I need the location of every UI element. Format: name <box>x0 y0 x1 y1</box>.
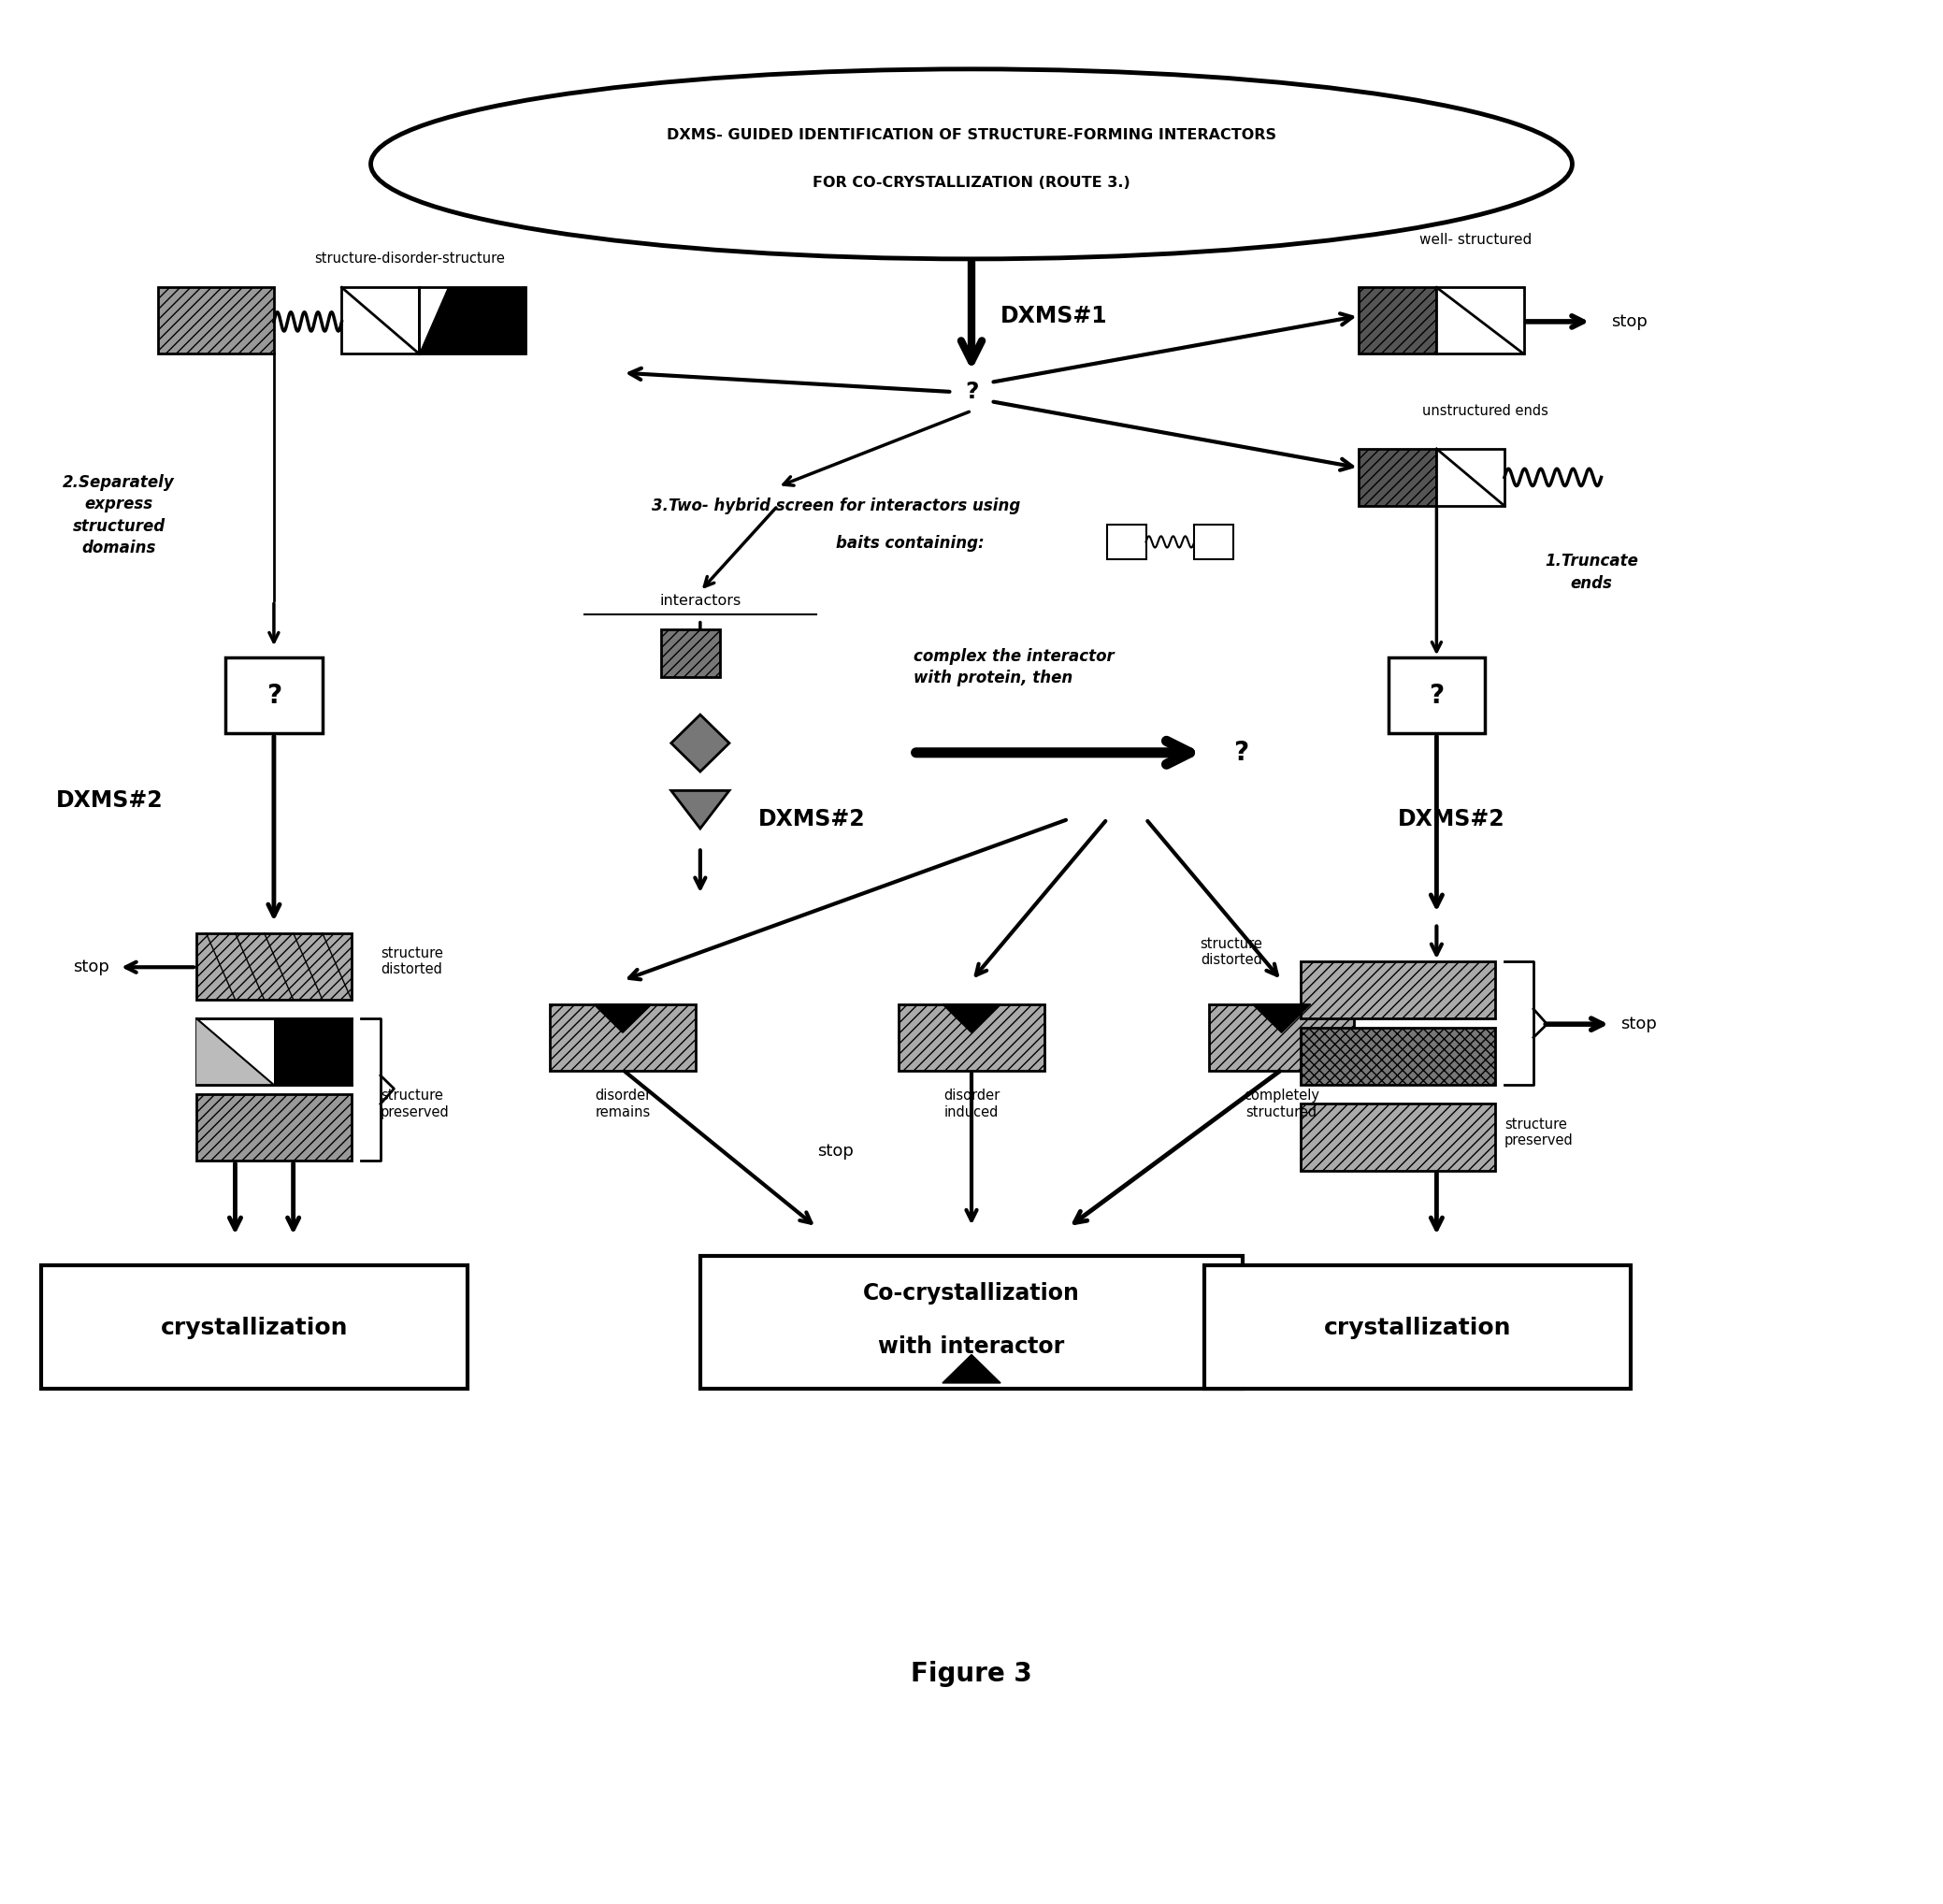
FancyBboxPatch shape <box>1358 449 1436 506</box>
FancyBboxPatch shape <box>1387 657 1484 733</box>
Text: structure
distorted: structure distorted <box>1199 937 1263 967</box>
Text: stop: stop <box>1620 1015 1657 1032</box>
Text: stop: stop <box>72 960 109 975</box>
Text: structure-disorder-structure: structure-disorder-structure <box>315 251 505 267</box>
Text: unstructured ends: unstructured ends <box>1422 404 1549 417</box>
FancyBboxPatch shape <box>900 1003 1043 1070</box>
FancyBboxPatch shape <box>1302 1028 1494 1085</box>
FancyBboxPatch shape <box>550 1003 696 1070</box>
Text: DXMS#2: DXMS#2 <box>56 788 163 811</box>
Polygon shape <box>670 714 729 771</box>
Text: DXMS#1: DXMS#1 <box>1001 305 1108 327</box>
Text: structure
preserved: structure preserved <box>1504 1118 1574 1148</box>
Text: DXMS#2: DXMS#2 <box>758 807 865 830</box>
Text: 3.Two- hybrid screen for interactors using: 3.Two- hybrid screen for interactors usi… <box>651 497 1020 514</box>
Text: ?: ? <box>966 381 977 404</box>
Polygon shape <box>420 288 527 354</box>
Polygon shape <box>1253 1003 1312 1032</box>
FancyBboxPatch shape <box>1205 1266 1630 1388</box>
FancyBboxPatch shape <box>225 657 323 733</box>
Polygon shape <box>595 1003 651 1032</box>
FancyBboxPatch shape <box>196 1019 352 1085</box>
Text: DXMS#2: DXMS#2 <box>1397 807 1506 830</box>
Text: DXMS- GUIDED IDENTIFICATION OF STRUCTURE-FORMING INTERACTORS: DXMS- GUIDED IDENTIFICATION OF STRUCTURE… <box>666 128 1277 143</box>
FancyBboxPatch shape <box>196 1095 352 1161</box>
Text: stop: stop <box>818 1142 855 1160</box>
Text: structure
distorted: structure distorted <box>381 946 443 977</box>
Text: Figure 3: Figure 3 <box>911 1660 1032 1687</box>
Text: complex the interactor
with protein, then: complex the interactor with protein, the… <box>913 647 1113 687</box>
Polygon shape <box>942 1354 1001 1382</box>
Text: crystallization: crystallization <box>1323 1318 1512 1339</box>
Polygon shape <box>670 790 729 828</box>
Text: disorder
induced: disorder induced <box>944 1089 999 1120</box>
FancyBboxPatch shape <box>1108 526 1146 560</box>
FancyBboxPatch shape <box>1358 288 1436 354</box>
FancyBboxPatch shape <box>41 1266 468 1388</box>
Text: FOR CO-CRYSTALLIZATION (ROUTE 3.): FOR CO-CRYSTALLIZATION (ROUTE 3.) <box>812 175 1131 190</box>
Text: with interactor: with interactor <box>878 1337 1065 1358</box>
FancyBboxPatch shape <box>661 628 719 676</box>
FancyBboxPatch shape <box>1436 288 1523 354</box>
Text: ?: ? <box>266 682 282 708</box>
FancyBboxPatch shape <box>1195 526 1234 560</box>
Text: stop: stop <box>1611 312 1648 329</box>
Text: completely
structured: completely structured <box>1244 1089 1319 1120</box>
Text: Co-crystallization: Co-crystallization <box>863 1283 1080 1304</box>
Text: interactors: interactors <box>659 594 740 607</box>
FancyBboxPatch shape <box>1209 1003 1354 1070</box>
FancyBboxPatch shape <box>1302 1104 1494 1171</box>
Text: crystallization: crystallization <box>161 1318 348 1339</box>
Polygon shape <box>196 1019 274 1085</box>
Text: well- structured: well- structured <box>1418 232 1531 248</box>
FancyBboxPatch shape <box>196 933 352 1000</box>
Text: ?: ? <box>1234 739 1247 765</box>
FancyBboxPatch shape <box>342 288 420 354</box>
Polygon shape <box>274 1019 352 1085</box>
FancyBboxPatch shape <box>699 1257 1244 1388</box>
Text: 2.Separately
express
structured
domains: 2.Separately express structured domains <box>62 474 175 556</box>
Text: 1.Truncate
ends: 1.Truncate ends <box>1545 552 1638 592</box>
FancyBboxPatch shape <box>157 288 274 354</box>
Text: disorder
remains: disorder remains <box>595 1089 651 1120</box>
Text: baits containing:: baits containing: <box>835 535 985 552</box>
FancyBboxPatch shape <box>1302 962 1494 1019</box>
Text: structure
preserved: structure preserved <box>381 1089 449 1120</box>
FancyBboxPatch shape <box>1436 449 1504 506</box>
Polygon shape <box>942 1003 1001 1032</box>
Text: ?: ? <box>1428 682 1444 708</box>
